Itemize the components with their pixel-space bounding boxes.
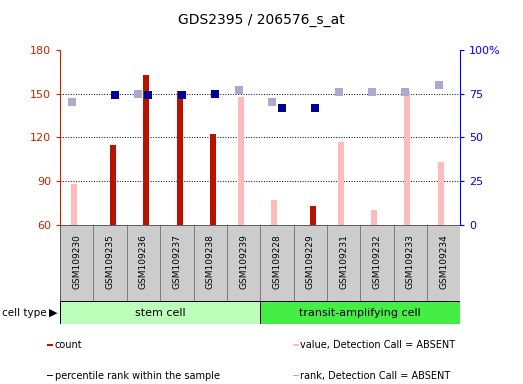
- Text: transit-amplifying cell: transit-amplifying cell: [299, 308, 421, 318]
- Text: count: count: [54, 340, 82, 350]
- Text: GSM109235: GSM109235: [106, 234, 115, 289]
- Text: rank, Detection Call = ABSENT: rank, Detection Call = ABSENT: [300, 371, 451, 381]
- Bar: [404, 91, 410, 225]
- Bar: [293, 375, 299, 376]
- Bar: [210, 134, 216, 225]
- Text: GSM109237: GSM109237: [173, 234, 181, 289]
- Bar: [143, 74, 150, 225]
- Bar: [394, 225, 427, 301]
- Bar: [110, 144, 116, 225]
- Bar: [160, 225, 194, 301]
- Bar: [337, 142, 344, 225]
- Bar: [327, 225, 360, 301]
- Bar: [47, 375, 53, 376]
- Bar: [438, 162, 444, 225]
- Text: GSM109228: GSM109228: [272, 234, 281, 289]
- Text: GSM109229: GSM109229: [306, 234, 315, 289]
- Bar: [194, 225, 227, 301]
- Text: GSM109238: GSM109238: [206, 234, 214, 289]
- Text: ▶: ▶: [49, 308, 57, 318]
- Text: GSM109233: GSM109233: [406, 234, 415, 289]
- Bar: [71, 184, 77, 225]
- Bar: [260, 301, 460, 324]
- Bar: [360, 225, 393, 301]
- Text: stem cell: stem cell: [135, 308, 186, 318]
- Bar: [60, 301, 260, 324]
- Text: GSM109234: GSM109234: [439, 234, 448, 289]
- Text: value, Detection Call = ABSENT: value, Detection Call = ABSENT: [300, 340, 456, 350]
- Bar: [94, 225, 127, 301]
- Bar: [177, 91, 183, 225]
- Bar: [427, 225, 460, 301]
- Text: GSM109236: GSM109236: [139, 234, 148, 289]
- Text: GDS2395 / 206576_s_at: GDS2395 / 206576_s_at: [178, 13, 345, 27]
- Bar: [310, 206, 316, 225]
- Bar: [293, 344, 299, 346]
- Bar: [60, 225, 94, 301]
- Bar: [47, 344, 53, 346]
- Text: GSM109230: GSM109230: [72, 234, 81, 289]
- Text: GSM109232: GSM109232: [372, 234, 381, 289]
- Bar: [371, 210, 377, 225]
- Text: percentile rank within the sample: percentile rank within the sample: [54, 371, 220, 381]
- Bar: [260, 225, 293, 301]
- Text: cell type: cell type: [2, 308, 46, 318]
- Bar: [237, 96, 244, 225]
- Bar: [271, 200, 277, 225]
- Bar: [293, 225, 327, 301]
- Bar: [127, 225, 160, 301]
- Text: GSM109231: GSM109231: [339, 234, 348, 289]
- Bar: [227, 225, 260, 301]
- Text: GSM109239: GSM109239: [239, 234, 248, 289]
